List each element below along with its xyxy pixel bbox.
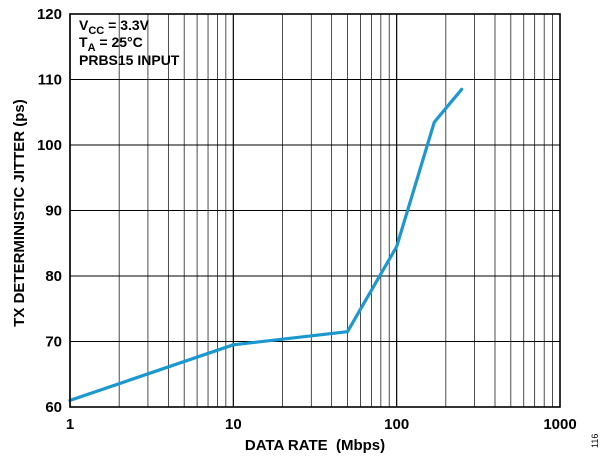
vcc-symbol: V [79, 17, 89, 33]
x-tick-label: 1 [66, 416, 74, 433]
y-tick-label: 90 [45, 203, 62, 220]
y-tick-labels: 60 70 80 90 100 110 120 [37, 6, 62, 416]
x-tick-label: 10 [225, 416, 242, 433]
x-tick-label: 1000 [543, 416, 576, 433]
ta-symbol: T [79, 34, 88, 50]
y-tick-label: 80 [45, 268, 62, 285]
input-annotation: PRBS15 INPUT [79, 52, 180, 68]
y-tick-label: 60 [45, 399, 62, 416]
plot-frame [69, 13, 561, 408]
ta-subscript: A [88, 42, 96, 54]
series-line [68, 87, 464, 402]
vcc-value: = 3.3V [104, 17, 149, 33]
ta-annotation: TA = 25°C [79, 34, 143, 54]
y-axis-title: TX DETERMINISTIC JITTER (ps) [11, 99, 28, 327]
vcc-annotation: VCC = 3.3V [79, 17, 150, 37]
y-tick-label: 120 [37, 6, 62, 23]
x-axis-title: DATA RATE (Mbps) [245, 437, 385, 454]
x-tick-label: 100 [384, 416, 409, 433]
grid-major [69, 13, 560, 408]
y-tick-label: 70 [45, 334, 62, 351]
ta-value: = 25°C [96, 34, 143, 50]
figure-id: 116 [590, 434, 600, 448]
condition-annotations: VCC = 3.3V TA = 25°C PRBS15 INPUT [79, 17, 180, 68]
y-tick-label: 100 [37, 137, 62, 154]
x-tick-labels: 1 10 100 1000 [66, 416, 577, 433]
vcc-subscript: CC [88, 25, 104, 37]
y-tick-label: 110 [38, 72, 62, 89]
